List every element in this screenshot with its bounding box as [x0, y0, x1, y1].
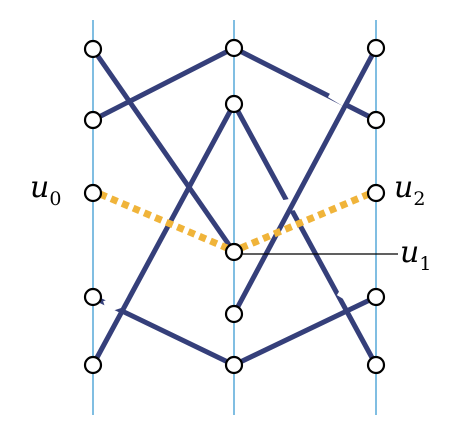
- vertex: [224, 38, 244, 58]
- edge: [232, 45, 378, 123]
- vertex: [366, 110, 386, 130]
- vertex: [83, 110, 103, 130]
- edge: [232, 294, 378, 368]
- vertex: [83, 287, 103, 307]
- vertex: [224, 304, 244, 324]
- vertex-u2: [366, 183, 386, 203]
- edge: [90, 102, 237, 367]
- crossing-gap: [327, 86, 350, 107]
- vertex-u0: [83, 183, 103, 203]
- vertex: [366, 355, 386, 375]
- label-u1: u1: [400, 235, 431, 275]
- label-u2: u2: [394, 170, 425, 210]
- vertex: [224, 94, 244, 114]
- vertex-u1: [224, 242, 244, 262]
- vertex: [83, 355, 103, 375]
- label-u0: u0: [30, 170, 61, 210]
- edge: [90, 47, 237, 254]
- vertex: [366, 38, 386, 58]
- crossing-gap: [103, 296, 122, 313]
- vertex: [366, 287, 386, 307]
- edge: [231, 102, 379, 367]
- crossing-gap: [336, 284, 359, 305]
- edge: [231, 46, 379, 316]
- edge: [91, 45, 236, 123]
- vertex: [224, 355, 244, 375]
- vertex: [83, 39, 103, 59]
